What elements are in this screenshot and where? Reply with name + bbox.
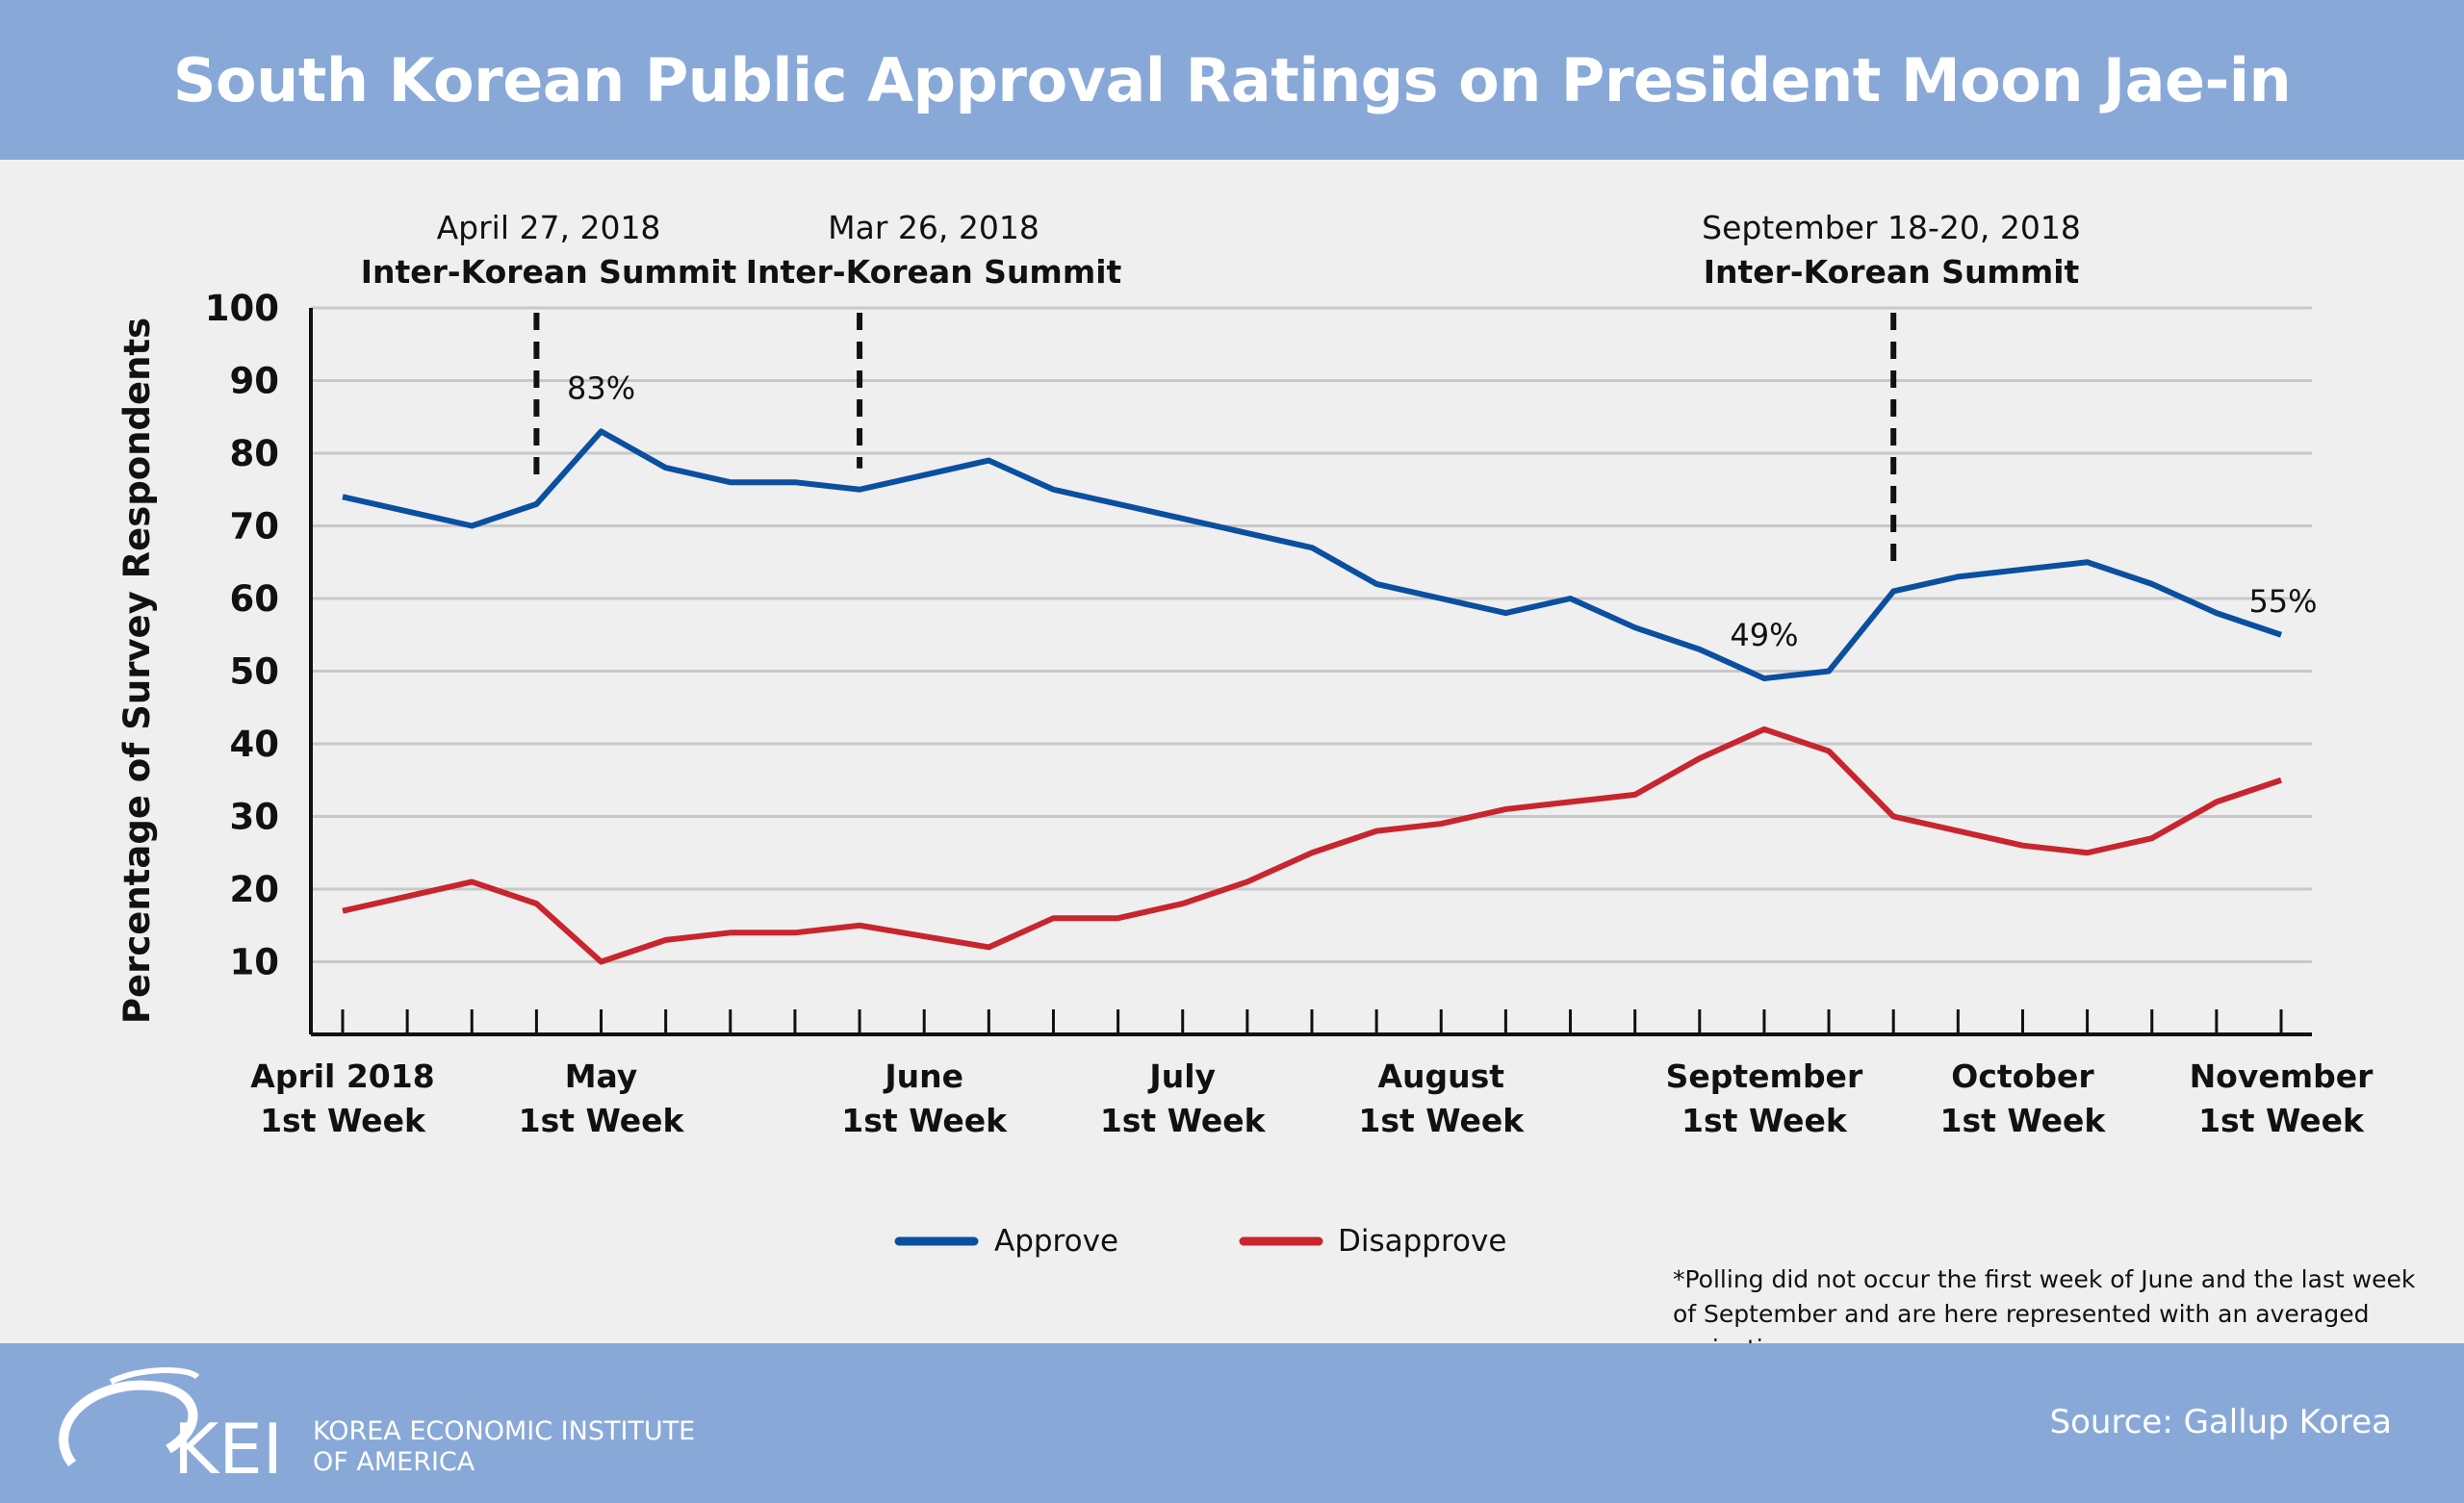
- summit-date: April 27, 2018: [437, 209, 661, 246]
- x-tick-label: October: [1951, 1057, 2094, 1095]
- summit-label: Inter-Korean Summit: [1704, 253, 2080, 291]
- title-banner: South Korean Public Approval Ratings on …: [0, 0, 2464, 160]
- x-tick-label: 1st Week: [841, 1102, 1008, 1139]
- x-tick-label: 1st Week: [1358, 1102, 1525, 1139]
- series-line-disapprove: [342, 726, 2282, 965]
- x-tick-label: May: [565, 1057, 638, 1095]
- summit-date: Mar 26, 2018: [828, 209, 1040, 246]
- y-tick-label: 100: [205, 288, 279, 329]
- summit-label: Inter-Korean Summit: [746, 253, 1122, 291]
- x-tick-label: 1st Week: [1681, 1102, 1848, 1139]
- footnote: *Polling did not occur the first week of…: [1673, 1265, 2416, 1363]
- y-tick-label: 60: [230, 578, 280, 620]
- y-tick-label: 40: [230, 724, 280, 765]
- x-tick-label: April 2018: [250, 1057, 434, 1095]
- y-tick-label: 20: [230, 869, 280, 910]
- y-axis-label: Percentage of Survey Respondents: [116, 318, 158, 1024]
- kei-logo: KEI KOREA ECONOMIC INSTITUTE OF AMERICA: [59, 1367, 695, 1483]
- svg-text:OF AMERICA: OF AMERICA: [313, 1447, 475, 1477]
- summit-date: September 18-20, 2018: [1702, 209, 2081, 246]
- legend-approve-label: Approve: [994, 1224, 1118, 1259]
- y-tick-label: 30: [230, 797, 280, 838]
- x-tick-label: September: [1666, 1057, 1863, 1095]
- data-label: 55%: [2248, 583, 2317, 620]
- y-tick-label: 80: [230, 433, 280, 474]
- footer: KEI KOREA ECONOMIC INSTITUTE OF AMERICA …: [0, 1343, 2464, 1503]
- x-tick-label: August: [1377, 1057, 1504, 1095]
- legend-disapprove-label: Disapprove: [1338, 1224, 1506, 1259]
- legend: Approve Disapprove: [894, 1224, 1506, 1259]
- x-tick-label: 1st Week: [260, 1102, 426, 1139]
- data-label: 83%: [567, 369, 635, 406]
- x-tick-label: 1st Week: [1940, 1102, 2107, 1139]
- y-tick-label: 90: [230, 361, 280, 402]
- y-tick-label: 50: [230, 651, 280, 693]
- x-tick-label: November: [2190, 1057, 2374, 1095]
- summit-label: Inter-Korean Summit: [361, 253, 737, 291]
- y-tick-label: 70: [230, 506, 280, 548]
- x-tick-label: 1st Week: [1100, 1102, 1267, 1139]
- source-note: Source: Gallup Korea: [2049, 1403, 2392, 1441]
- x-tick-label: 1st Week: [519, 1102, 685, 1139]
- svg-text:KEI: KEI: [173, 1409, 283, 1483]
- svg-text:KOREA ECONOMIC INSTITUTE: KOREA ECONOMIC INSTITUTE: [313, 1416, 695, 1446]
- chart-title: South Korean Public Approval Ratings on …: [172, 44, 2292, 115]
- y-tick-label: 10: [230, 942, 280, 983]
- x-tick-label: 1st Week: [2198, 1102, 2365, 1139]
- series-line-approve: [342, 428, 2282, 682]
- x-tick-label: June: [883, 1057, 963, 1095]
- data-label: 49%: [1730, 617, 1798, 653]
- x-tick-label: July: [1147, 1057, 1216, 1095]
